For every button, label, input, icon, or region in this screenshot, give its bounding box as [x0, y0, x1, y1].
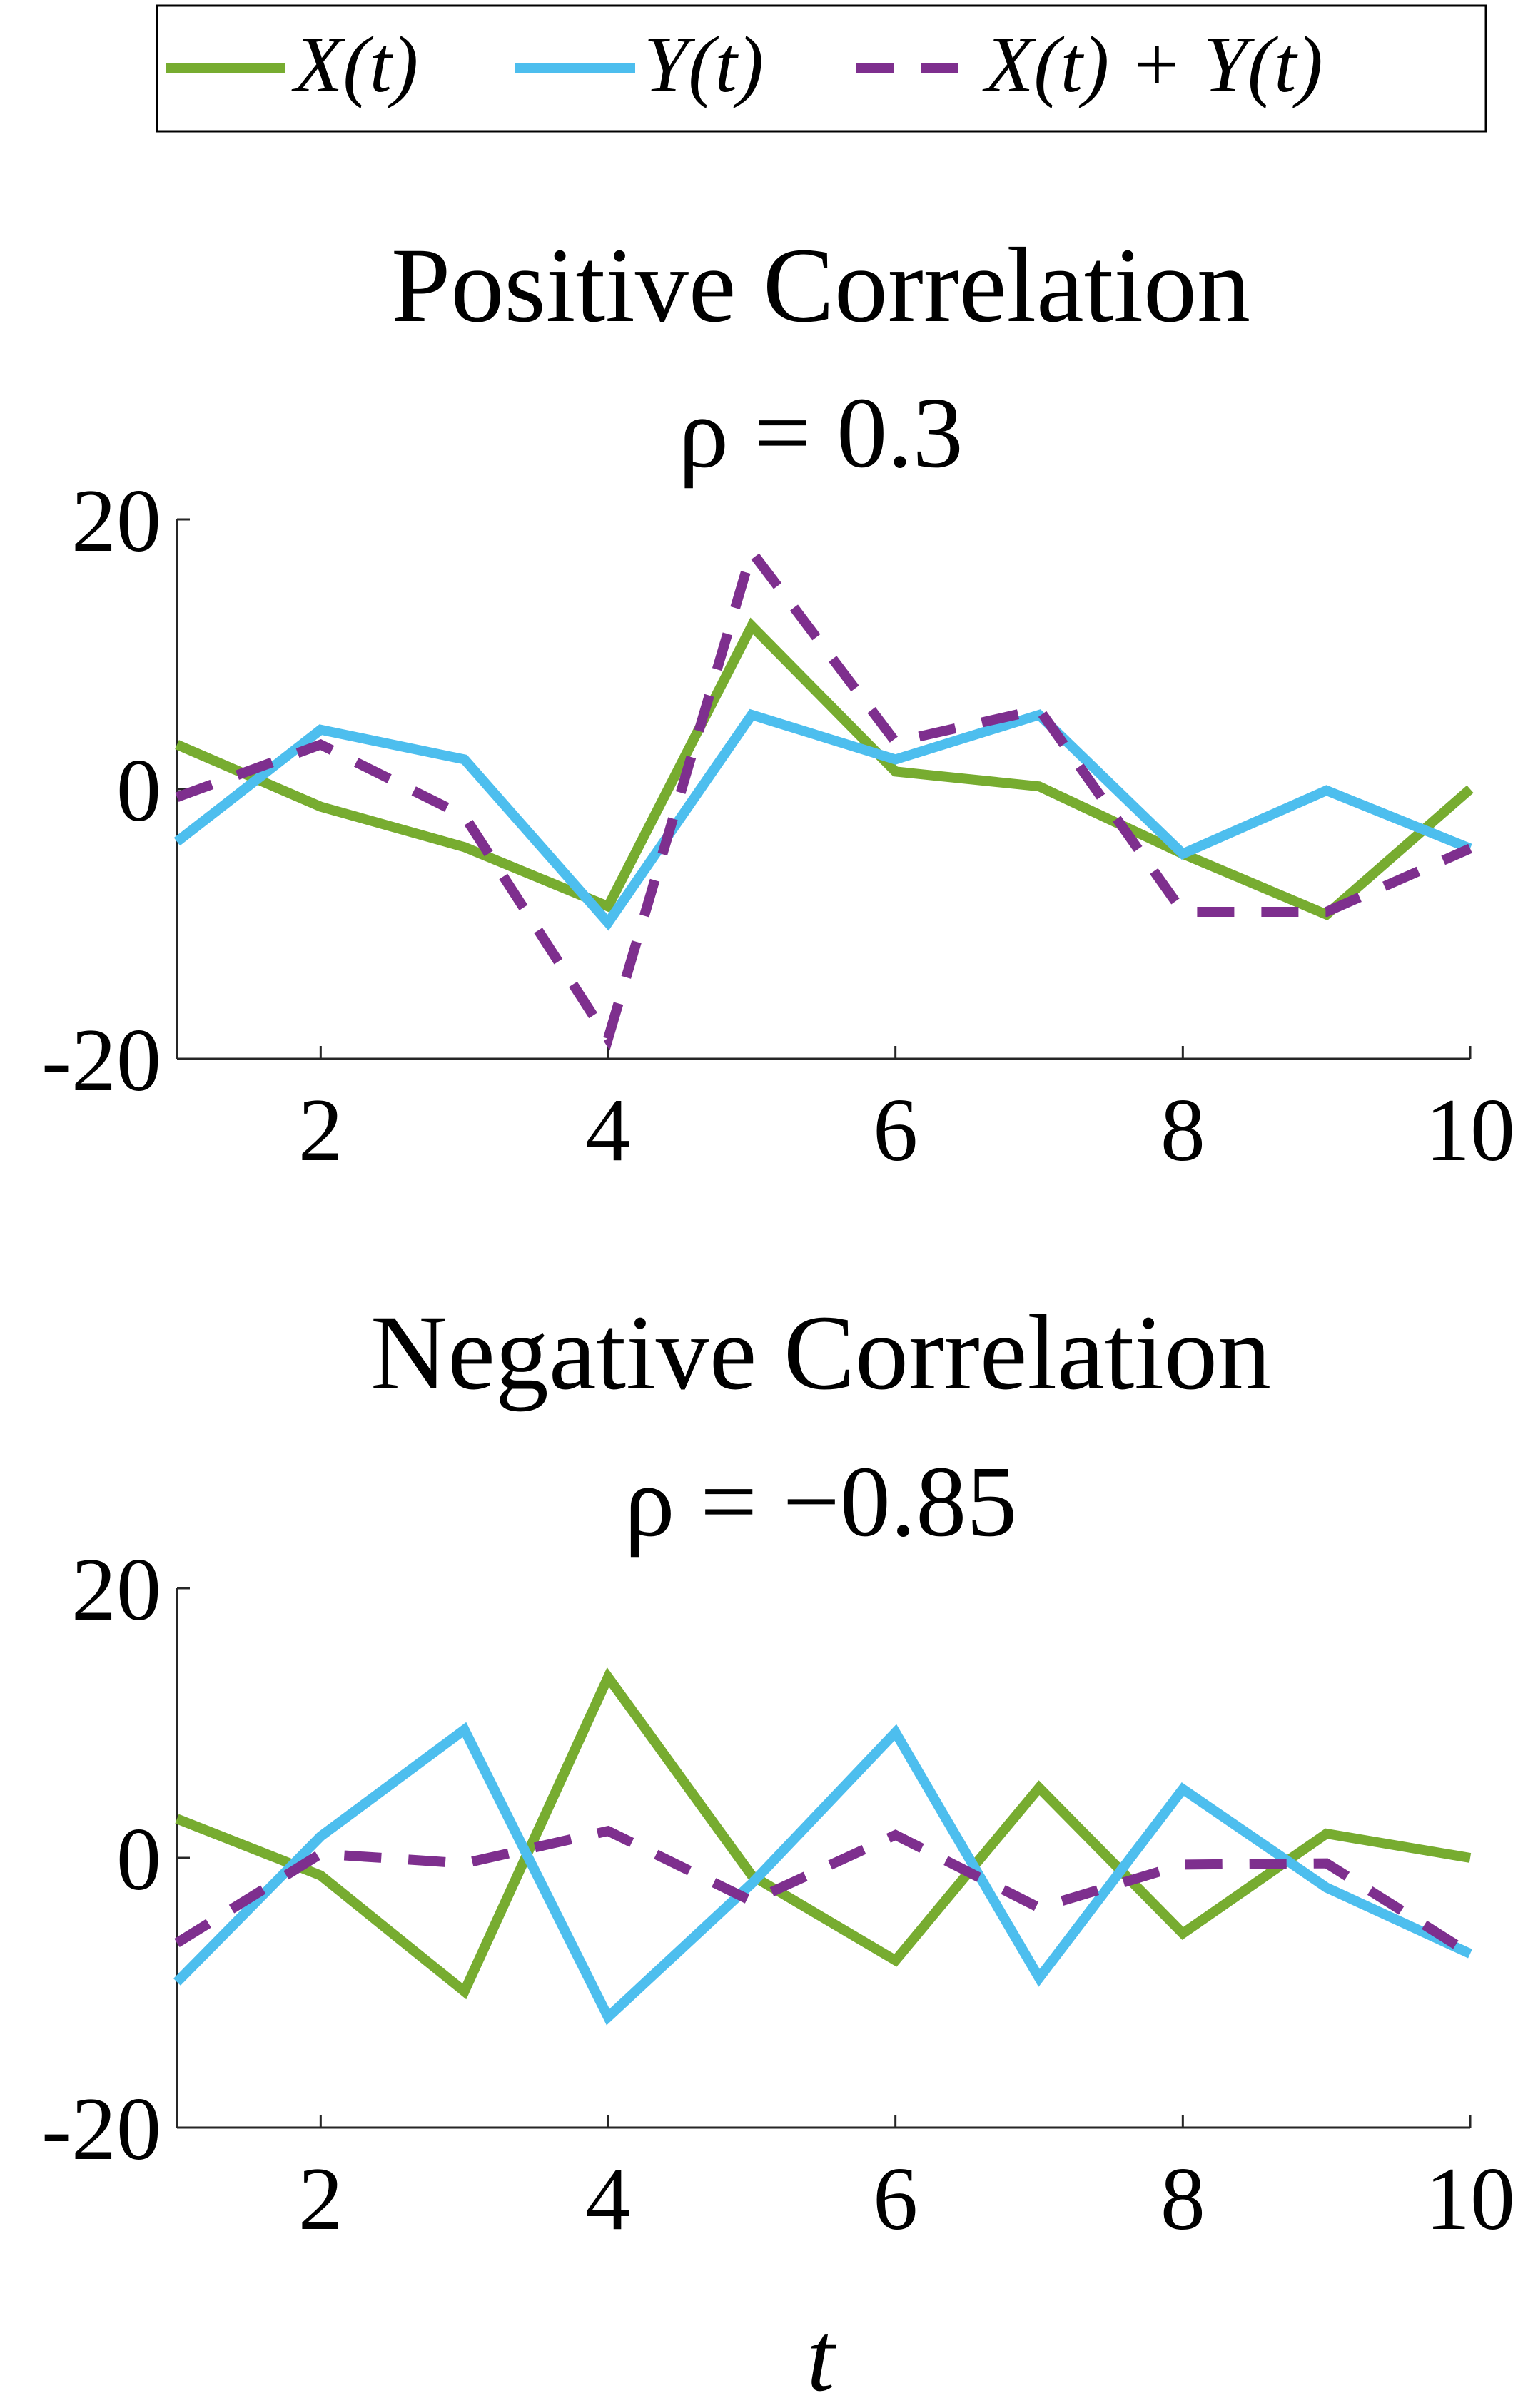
- series-line-y: [173, 1722, 1472, 2026]
- axes: 2 4 6 8 10 20 0 -20: [41, 1540, 1515, 2249]
- panel-positive-correlation: Positive Correlation ρ = 0.3 2 4 6 8 10 20 0 -2…: [41, 226, 1515, 1180]
- legend-box: [156, 4, 1487, 133]
- y-tick-label: 20: [71, 1540, 161, 1640]
- series-line-x: [175, 1667, 1472, 2000]
- axes: 2 4 6 8 10 20 0 -20: [41, 472, 1515, 1180]
- x-tick-label: 10: [1425, 2150, 1515, 2249]
- panel-subtitle: ρ = −0.85: [624, 1445, 1018, 1558]
- y-tick-label: 0: [116, 1810, 161, 1909]
- x-tick-label: 6: [873, 1081, 918, 1180]
- y-tick-label: 20: [71, 472, 161, 571]
- panel-subtitle: ρ = 0.3: [678, 376, 963, 489]
- series-group: [173, 1667, 1473, 2026]
- series-line-y: [173, 708, 1472, 931]
- legend-label-y: Y(t): [644, 21, 764, 109]
- panel-negative-correlation: Negative Correlation ρ = −0.85 2 4 6 8 10 20 0…: [41, 1294, 1515, 2249]
- legend-label-x: X(t): [291, 21, 418, 109]
- y-tick-label: -20: [41, 1011, 161, 1110]
- x-tick-label: 4: [586, 2150, 631, 2249]
- x-tick-label: 8: [1160, 2150, 1205, 2249]
- series-line-sum: [174, 1825, 1473, 1959]
- x-tick-label: 8: [1160, 1081, 1205, 1180]
- x-tick-label: 6: [873, 2150, 918, 2249]
- legend: X(t) Y(t) X(t) + Y(t): [156, 4, 1487, 133]
- x-axis-label: t: [807, 2302, 837, 2408]
- series-group: [173, 541, 1474, 1051]
- x-tick-label: 10: [1425, 1081, 1515, 1180]
- panel-title: Positive Correlation: [391, 226, 1250, 345]
- x-tick-label: 4: [586, 1081, 631, 1180]
- x-tick-label: 2: [298, 1081, 343, 1180]
- panel-title: Negative Correlation: [370, 1294, 1271, 1412]
- y-tick-label: -20: [41, 2080, 161, 2179]
- x-tick-label: 2: [298, 2150, 343, 2249]
- y-tick-label: 0: [116, 741, 161, 840]
- legend-label-sum: X(t) + Y(t): [982, 21, 1323, 109]
- series-line-x: [175, 617, 1474, 920]
